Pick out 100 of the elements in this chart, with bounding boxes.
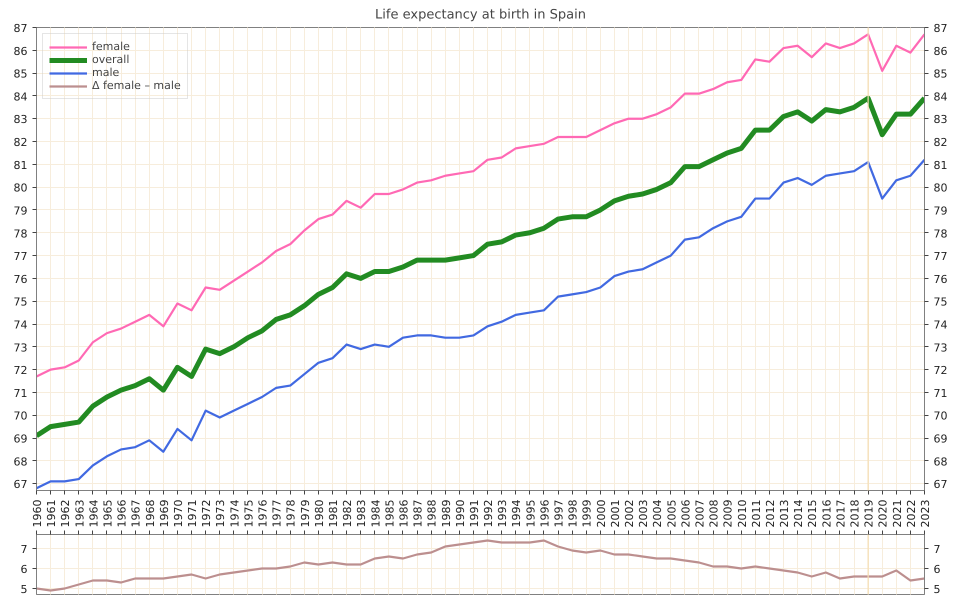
y2-tick-label: 77 [934, 250, 948, 264]
x-tick-label: 1968 [144, 499, 157, 528]
y2-tick-label: 79 [934, 204, 948, 218]
x-tick-label: 1999 [580, 499, 594, 528]
x-tick-label: 1990 [454, 499, 467, 528]
x-tick-label: 2003 [637, 499, 650, 528]
y2-tick-label: 80 [934, 182, 948, 195]
x-tick-label: 2013 [778, 499, 792, 528]
x-tick-label: 2022 [904, 499, 918, 528]
x-tick-label: 2006 [679, 499, 692, 528]
x-tick-label: 1985 [383, 499, 396, 528]
x-tick-label: 2023 [919, 499, 932, 528]
x-tick-label: 1996 [538, 499, 552, 528]
y2-tick-label: 72 [934, 364, 948, 378]
y-tick-label: 68 [14, 455, 28, 468]
y2-tick-label: 73 [934, 341, 948, 354]
x-tick-label: 1970 [172, 499, 185, 528]
x-tick-label: 2020 [876, 499, 890, 528]
x-tick-label: 1979 [298, 499, 312, 528]
legend-label: male [92, 66, 120, 79]
x-tick-label: 1974 [228, 499, 242, 528]
y-tick-label: 5 [20, 583, 28, 596]
x-tick-label: 1981 [327, 499, 340, 528]
line-series [36, 539, 924, 592]
x-tick-label: 1964 [87, 499, 100, 528]
y-tick-label: 85 [14, 68, 28, 81]
x-tick-label: 2002 [623, 499, 636, 528]
x-tick-label: 1997 [552, 499, 566, 528]
y-tick-label: 70 [14, 410, 28, 423]
y-tick-label: 75 [14, 296, 28, 309]
x-tick-label: 2010 [736, 499, 749, 528]
x-tick-label: 2021 [890, 499, 904, 528]
x-tick-label: 2008 [708, 499, 721, 528]
x-tick-label: 2011 [750, 499, 763, 528]
y2-tick-label: 69 [934, 432, 948, 446]
x-tick-label: 2015 [806, 499, 820, 528]
y-tick-label: 83 [14, 113, 28, 126]
x-tick-label: 1962 [59, 499, 72, 528]
y-tick-label: 78 [14, 227, 28, 240]
x-tick-label: 2018 [848, 499, 862, 528]
y-tick-label: 77 [14, 250, 28, 264]
x-tick-label: 2004 [651, 499, 664, 528]
x-tick-label: 1975 [242, 499, 256, 528]
y-tick-label: 82 [14, 136, 28, 150]
y2-tick-label: 87 [934, 22, 948, 35]
y2-tick-label: 68 [934, 455, 948, 468]
x-tick-label: 1991 [468, 499, 481, 528]
y-tick-label: 79 [14, 204, 28, 218]
x-tick-label: 2007 [693, 499, 706, 528]
y-tick-label: 72 [14, 364, 28, 378]
y2-tick-label: 81 [934, 158, 948, 172]
x-tick-label: 2019 [862, 499, 876, 528]
x-tick-label: 1986 [397, 499, 410, 528]
y2-tick-label: 6 [934, 563, 940, 576]
legend-label: Δ female – male [92, 79, 181, 92]
x-tick-label: 2001 [608, 499, 622, 528]
legend-label: female [92, 40, 130, 53]
x-tick-label: 1995 [524, 499, 538, 528]
x-tick-label: 1973 [214, 499, 228, 528]
y-tick-label: 73 [14, 341, 28, 354]
x-tick-label: 2017 [834, 499, 848, 528]
y-tick-label: 7 [20, 543, 28, 556]
y-tick-label: 6 [20, 563, 28, 576]
y2-tick-label: 86 [934, 44, 948, 58]
x-tick-label: 1963 [73, 499, 86, 528]
chart-title: Life expectancy at birth in Spain [375, 8, 586, 22]
x-tick-label: 1993 [496, 499, 510, 528]
x-tick-label: 1965 [101, 499, 114, 528]
y-tick-label: 84 [14, 90, 28, 104]
x-tick-label: 2009 [722, 499, 735, 528]
x-tick-label: 1976 [256, 499, 270, 528]
y2-tick-label: 75 [934, 296, 948, 309]
x-tick-label: 1982 [341, 499, 354, 528]
line-series [36, 33, 924, 378]
x-tick-label: 1967 [130, 499, 143, 528]
y2-tick-label: 82 [934, 136, 948, 150]
y2-tick-label: 7 [934, 543, 940, 556]
y-tick-label: 80 [14, 182, 28, 195]
x-tick-label: 2000 [594, 499, 608, 528]
y-tick-label: 86 [14, 44, 28, 58]
y2-tick-label: 83 [934, 113, 948, 126]
x-tick-label: 1961 [45, 499, 58, 528]
x-tick-label: 1983 [355, 499, 368, 528]
x-tick-label: 2005 [665, 499, 678, 528]
y-tick-label: 71 [14, 386, 28, 400]
legend-label: overall [92, 53, 130, 66]
x-tick-label: 1969 [158, 499, 171, 528]
x-tick-label: 1966 [116, 499, 129, 528]
x-tick-label: 1980 [312, 499, 326, 528]
x-tick-label: 1989 [440, 499, 453, 528]
x-tick-label: 2016 [820, 499, 834, 528]
x-tick-label: 2012 [764, 499, 777, 528]
y2-tick-label: 70 [934, 410, 948, 423]
x-tick-label: 1988 [426, 499, 439, 528]
x-tick-label: 1978 [284, 499, 298, 528]
y-tick-label: 87 [14, 22, 28, 35]
x-tick-label: 1992 [482, 499, 496, 528]
y2-tick-label: 85 [934, 68, 948, 81]
x-tick-label: 1977 [270, 499, 284, 528]
y-tick-label: 76 [14, 272, 28, 286]
